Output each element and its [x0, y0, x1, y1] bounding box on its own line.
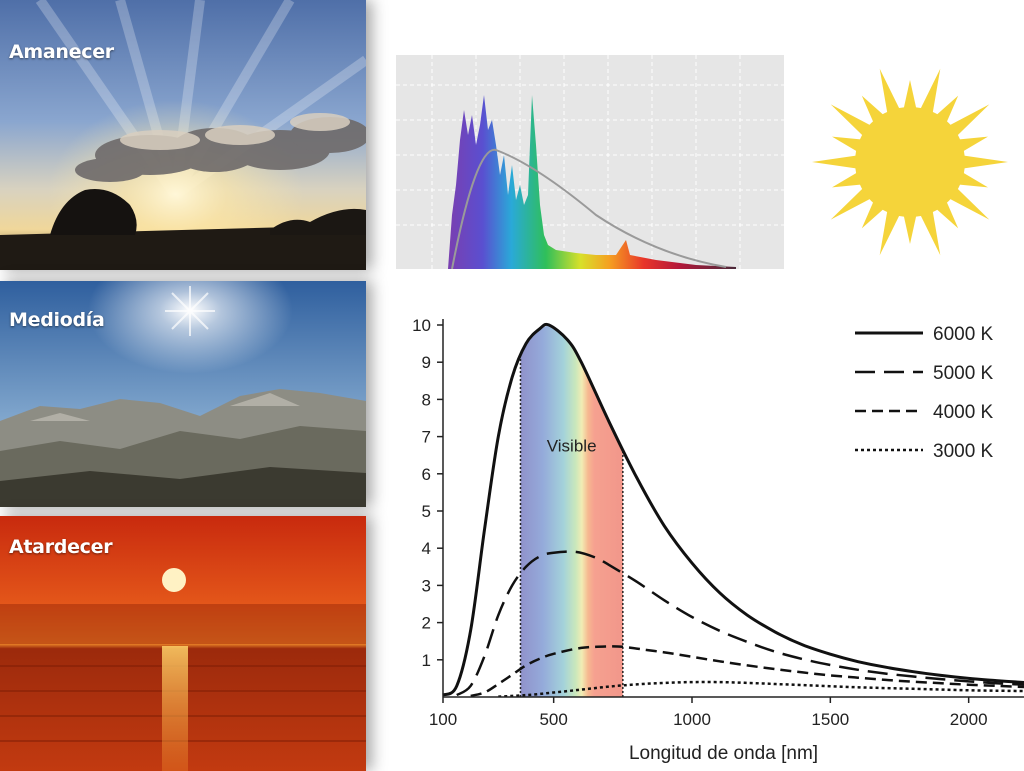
- sunrise-label: Amanecer: [9, 41, 114, 63]
- legend-label: 6000 K: [933, 324, 994, 345]
- sun-ray: [947, 104, 990, 138]
- sun-ray: [832, 136, 864, 153]
- sun-ray: [919, 68, 941, 116]
- sun-ray: [956, 171, 988, 188]
- blackbody-radiation-chart: Visible 1 2 3 4 5 6 7 8 9 10 100 500 1000 1500 2000 L…: [412, 316, 1024, 764]
- y-tick-label: 1: [422, 651, 431, 670]
- noon-label: Mediodía: [9, 309, 105, 331]
- series-line-6000k: [442, 322, 1024, 697]
- x-tick-label: 2000: [950, 710, 988, 729]
- noon-photo: Mediodía: [0, 281, 366, 507]
- x-tick-group: 100 500 1000 1500 2000: [429, 697, 988, 729]
- y-tick-label: 3: [422, 576, 431, 595]
- x-tick-label: 1000: [673, 710, 711, 729]
- legend-label: 5000 K: [933, 363, 994, 384]
- y-tick-label: 10: [412, 316, 431, 335]
- y-tick-label: 8: [422, 390, 431, 409]
- y-tick-label: 6: [422, 465, 431, 484]
- y-tick-label: 5: [422, 502, 431, 521]
- y-tick-label: 4: [422, 539, 431, 558]
- visible-annotation: Visible: [547, 436, 597, 455]
- sunset-photo: Atardecer: [0, 516, 366, 771]
- sun-ray: [903, 213, 917, 244]
- sun-ray: [830, 104, 873, 138]
- sun-ray: [919, 208, 941, 256]
- sun-ray: [879, 68, 901, 116]
- sun-ray: [830, 186, 873, 220]
- sunset-image: [0, 516, 366, 771]
- sun-ray: [947, 186, 990, 220]
- sun-ray: [956, 136, 988, 153]
- x-tick-label: 100: [429, 710, 457, 729]
- sun-ray: [812, 155, 859, 169]
- sun-ray: [879, 208, 901, 256]
- y-tick-group: 1 2 3 4 5 6 7 8 9 10: [412, 316, 443, 670]
- sun-ray: [832, 171, 864, 188]
- y-tick-label: 9: [422, 353, 431, 372]
- sunrise-image: [0, 0, 366, 270]
- sun-icon: [812, 68, 1008, 256]
- sunset-label: Atardecer: [9, 536, 113, 558]
- series-line-3000k: [498, 680, 1024, 697]
- sunrise-photo: Amanecer: [0, 0, 366, 270]
- noon-image: [0, 281, 366, 507]
- y-tick-label: 2: [422, 614, 431, 633]
- sunlight-spectrum-image: [396, 55, 784, 269]
- sun-ray: [903, 80, 917, 111]
- y-tick-label: 7: [422, 428, 431, 447]
- sun-ray: [961, 155, 1008, 169]
- x-tick-label: 1500: [811, 710, 849, 729]
- x-tick-label: 500: [539, 710, 567, 729]
- legend: 6000 K 5000 K 4000 K 3000 K: [855, 324, 994, 462]
- legend-label: 4000 K: [933, 402, 994, 423]
- x-axis-title: Longitud de onda [nm]: [629, 743, 818, 764]
- visible-band: [520, 325, 623, 697]
- legend-label: 3000 K: [933, 441, 994, 462]
- series-line-5000k: [456, 550, 1024, 697]
